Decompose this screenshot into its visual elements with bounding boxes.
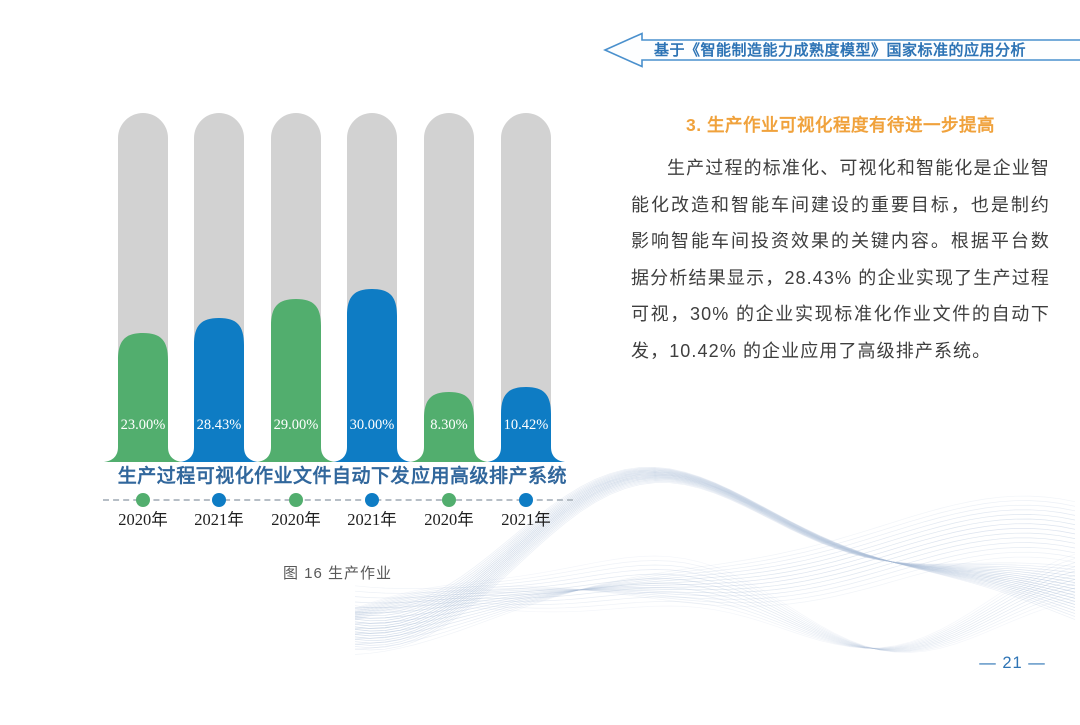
header-banner: 基于《智能制造能力成熟度模型》国家标准的应用分析 — [602, 31, 1080, 69]
axis-dot — [212, 493, 226, 507]
x-axis-dashed-line — [103, 499, 573, 501]
bar-value-label: 29.00% — [273, 417, 319, 433]
bar-value-label: 8.30% — [430, 417, 468, 433]
year-label: 2021年 — [194, 510, 244, 529]
axis-dot — [519, 493, 533, 507]
bar-fill — [180, 318, 258, 462]
axis-dot — [136, 493, 150, 507]
article-column: 3. 生产作业可视化程度有待进一步提高 生产过程的标准化、可视化和智能化是企业智… — [631, 112, 1050, 370]
bar-chart: 23.00% 2020年 28.43% 2021年 29.00% 2020年 30.00% 2… — [103, 110, 575, 560]
bar-fill — [333, 289, 411, 462]
group-label: 生产过程可视化 — [117, 466, 255, 487]
bar-fill — [104, 333, 182, 462]
group-label: 应用高级排产系统 — [410, 466, 567, 487]
bar-value-label: 28.43% — [196, 417, 242, 433]
year-label: 2020年 — [424, 510, 474, 529]
axis-dot — [442, 493, 456, 507]
bar-value-label: 10.42% — [503, 417, 549, 433]
bar-fill — [257, 299, 335, 462]
page-number: — 21 — — [979, 654, 1046, 672]
header-title: 基于《智能制造能力成熟度模型》国家标准的应用分析 — [654, 42, 1027, 59]
axis-dot — [365, 493, 379, 507]
left-arrow-icon — [603, 32, 1080, 68]
year-label: 2021年 — [347, 510, 397, 529]
bar-value-label: 30.00% — [349, 417, 395, 433]
year-label: 2020年 — [271, 510, 321, 529]
bar-fill — [487, 387, 565, 462]
figure-caption: 图 16 生产作业 — [283, 565, 393, 582]
axis-dot — [289, 493, 303, 507]
bar-fill — [410, 392, 488, 462]
section-body-text: 生产过程的标准化、可视化和智能化是企业智能化改造和智能车间建设的重要目标，也是制… — [631, 158, 1050, 361]
section-heading: 3. 生产作业可视化程度有待进一步提高 — [686, 115, 995, 135]
bar-value-label: 23.00% — [120, 417, 166, 433]
year-label: 2021年 — [501, 510, 551, 529]
year-label: 2020年 — [118, 510, 168, 529]
